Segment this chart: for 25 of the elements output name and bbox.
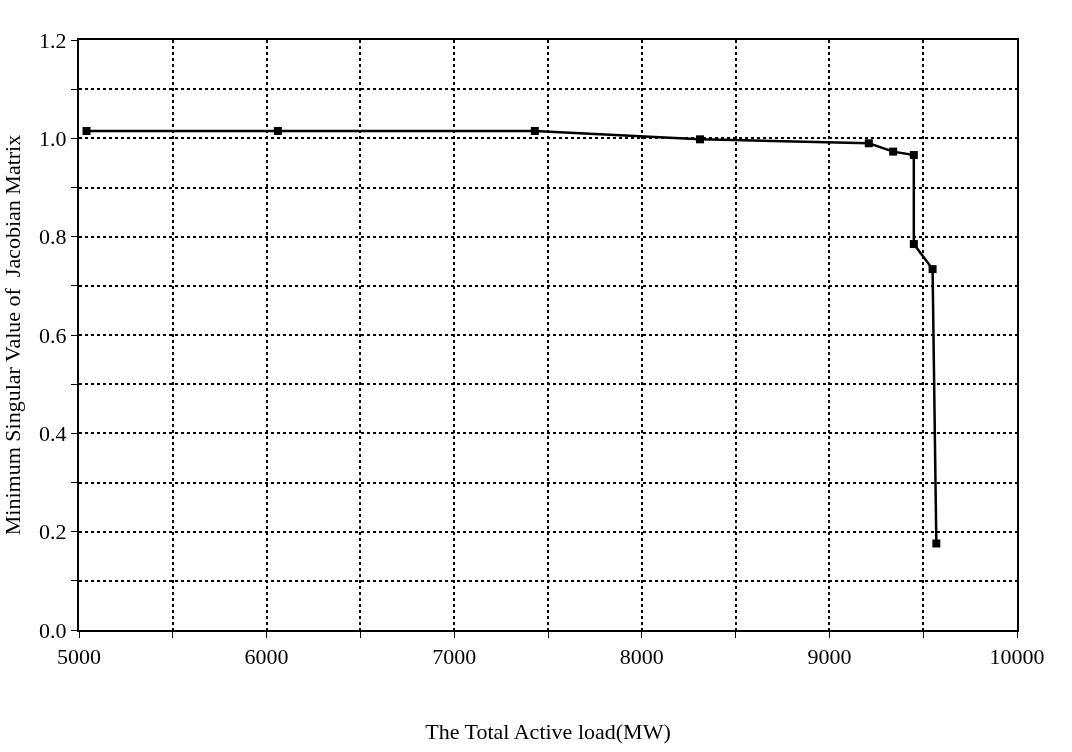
point bbox=[273, 126, 282, 135]
y-tick-label: 1.0 bbox=[39, 126, 67, 152]
y-tick-label: 1.2 bbox=[39, 27, 67, 53]
y-tick-label: 0.8 bbox=[39, 224, 67, 250]
point bbox=[889, 147, 898, 156]
x-tick-label: 8000 bbox=[619, 644, 664, 670]
y-tick-label: 0.6 bbox=[39, 322, 67, 348]
x-axis-title: The Total Active load(MW) bbox=[425, 718, 671, 744]
y-tick-label: 0.2 bbox=[39, 519, 67, 545]
y-tick-label: 0.4 bbox=[39, 421, 67, 447]
y-tick-label: 0.0 bbox=[39, 617, 67, 643]
point bbox=[82, 126, 91, 135]
x-tick-label: 10000 bbox=[989, 644, 1045, 670]
point bbox=[530, 126, 539, 135]
point bbox=[932, 539, 941, 548]
point bbox=[695, 135, 704, 144]
point bbox=[909, 151, 918, 160]
x-tick-label: 9000 bbox=[807, 644, 852, 670]
point bbox=[928, 265, 937, 274]
point bbox=[864, 139, 873, 148]
x-tick-label: 7000 bbox=[432, 644, 477, 670]
x-tick-label: 5000 bbox=[57, 644, 101, 670]
x-tick-label: 6000 bbox=[244, 644, 289, 670]
y-axis-title: Minimum Singular Value of Jacobian Matrix bbox=[0, 134, 26, 536]
point bbox=[909, 240, 918, 249]
